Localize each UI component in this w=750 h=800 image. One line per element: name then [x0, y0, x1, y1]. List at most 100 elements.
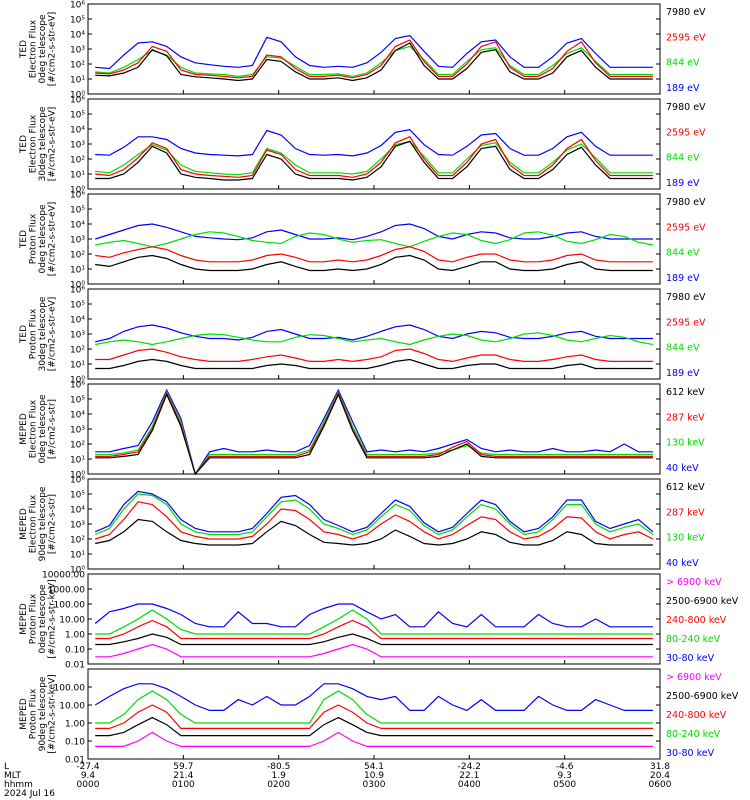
panel-4: 10⁰ 10¹ 10² 10³ 10⁴ 10⁵ 10⁶ TED Proton Flux 30deg…: [19, 286, 706, 386]
series-line: [95, 731, 653, 748]
y-tick-label: 10²: [70, 536, 85, 546]
y-axis-title-line: [#/cm2-s-str-keV]: [47, 674, 57, 753]
y-tick-label: 0.01: [65, 661, 85, 671]
panels: 10⁰ 10¹ 10² 10³ 10⁴ 10⁵ 10⁶ TED Electron Flux 0de…: [19, 1, 739, 766]
y-tick-label: 10⁰: [70, 566, 85, 576]
series-line: [95, 609, 653, 635]
legend-label: 130 keV: [666, 438, 705, 449]
series-line: [94, 683, 653, 712]
series-line: [94, 493, 654, 536]
legend-label: 844 eV: [666, 58, 700, 69]
x-tick-label: 54.1: [364, 762, 384, 772]
y-axis-title-line: [#/cm2-s-str-keV]: [47, 579, 57, 658]
series-line: [95, 39, 653, 79]
x-tick-label: 0200: [267, 780, 290, 790]
y-axis-title-line: 90deg telescope: [38, 486, 48, 561]
y-axis-title-line: Proton Flux: [28, 213, 38, 264]
y-tick-label: 10⁰: [70, 186, 85, 196]
series-line: [95, 390, 653, 476]
x-tick-label: 10.9: [364, 771, 384, 781]
y-axis-title-line: 90deg telescope: [38, 676, 48, 751]
y-tick-label: 10¹: [70, 171, 85, 181]
series-line: [95, 619, 653, 640]
legend-label: 844 eV: [666, 343, 700, 354]
series-line: [94, 603, 653, 628]
x-axis-row-label: MLT: [4, 771, 22, 781]
y-tick-label: 10³: [70, 141, 85, 151]
legend-label: 189 eV: [666, 83, 700, 94]
series-line: [95, 246, 653, 263]
y-tick-label: 10.00: [59, 702, 85, 712]
series-line: [95, 129, 653, 157]
x-axis-row-label: hhmm: [4, 780, 33, 790]
legend-label: 30-80 keV: [666, 653, 715, 664]
series-line: [95, 42, 653, 82]
y-tick-label: 10²: [70, 346, 85, 356]
legend-label: 287 keV: [666, 412, 705, 423]
y-tick-label: 10⁴: [70, 126, 85, 136]
y-tick-label: 10²: [70, 156, 85, 166]
series-line: [95, 391, 653, 476]
legend-label: 40 keV: [666, 463, 699, 474]
y-tick-label: 10³: [70, 331, 85, 341]
panel-frame: [87, 573, 661, 665]
panel-8: 0.01 0.10 1.00 10.00 100.00 MEPED Proton Flux 9…: [19, 668, 739, 766]
legend-label: 2500-6900 keV: [666, 596, 739, 607]
y-tick-label: 10²: [70, 441, 85, 451]
y-tick-label: 10¹: [70, 361, 85, 371]
legend-label: 844 eV: [666, 248, 700, 259]
x-tick-label: 0000: [77, 780, 100, 790]
panel-6: 10⁰ 10¹ 10² 10³ 10⁴ 10⁵ 10⁶ MEPED Electron Flux 9…: [19, 476, 705, 576]
y-tick-label: 10⁰: [70, 91, 85, 101]
y-tick-label: 10⁴: [70, 221, 85, 231]
y-axis-title-line: MEPED: [19, 698, 29, 730]
y-axis-title-line: TED: [19, 40, 29, 59]
y-axis-title-line: 0deg telescope: [38, 394, 48, 464]
y-axis-title-line: Electron Flux: [28, 494, 38, 553]
y-tick-label: 10⁰: [70, 281, 85, 291]
x-tick-label: -27.4: [76, 762, 100, 772]
x-tick-label: 31.8: [650, 762, 670, 772]
y-tick-label: 10⁶: [70, 96, 85, 106]
series-line: [95, 332, 654, 346]
y-tick-label: 10⁰: [70, 471, 85, 481]
legend-label: 240-800 keV: [666, 615, 727, 626]
x-tick-label: 0400: [458, 780, 481, 790]
panel-frame: [87, 383, 661, 475]
y-tick-label: 1000.00: [48, 586, 85, 596]
y-tick-label: 10⁵: [70, 16, 85, 26]
series-line: [95, 231, 654, 248]
y-tick-label: 10⁴: [70, 506, 85, 516]
panel-frame: [87, 668, 661, 760]
x-tick-label: 21.4: [173, 771, 193, 781]
x-tick-label: 9.3: [558, 771, 572, 781]
legend-label: 80-240 keV: [666, 729, 721, 740]
series-line: [95, 392, 653, 476]
legend-label: 189 eV: [666, 368, 700, 379]
series-line: [95, 518, 653, 546]
x-tick-label: 59.7: [173, 762, 193, 772]
legend-label: 30-80 keV: [666, 748, 715, 759]
series-line: [95, 704, 653, 730]
series-line: [95, 348, 653, 363]
y-tick-label: 100.00: [54, 684, 86, 694]
y-axis-title-line: Proton Flux: [28, 688, 38, 739]
panel-2: 10⁰ 10¹ 10² 10³ 10⁴ 10⁵ 10⁶ TED Electron Flux 30d…: [19, 96, 706, 196]
y-axis-title-line: [#/cm2-s-str-eV]: [47, 12, 57, 87]
y-tick-label: 100.00: [54, 601, 86, 611]
series-line: [95, 136, 653, 178]
legend-label: 7980 eV: [666, 197, 706, 208]
legend-label: 2500-6900 keV: [666, 691, 739, 702]
legend-label: 240-800 keV: [666, 710, 727, 721]
y-tick-label: 10⁵: [70, 111, 85, 121]
x-tick-label: 20.4: [650, 771, 670, 781]
y-tick-label: 10⁶: [70, 381, 85, 391]
legend-label: 844 eV: [666, 153, 700, 164]
y-axis-title-line: TED: [19, 230, 29, 249]
y-tick-label: 10⁵: [70, 206, 85, 216]
y-axis-title-line: [#/cm2-s-str-eV]: [47, 202, 57, 277]
series-line: [95, 358, 653, 370]
panel-frame: [87, 193, 661, 285]
legend-label: 7980 eV: [666, 102, 706, 113]
